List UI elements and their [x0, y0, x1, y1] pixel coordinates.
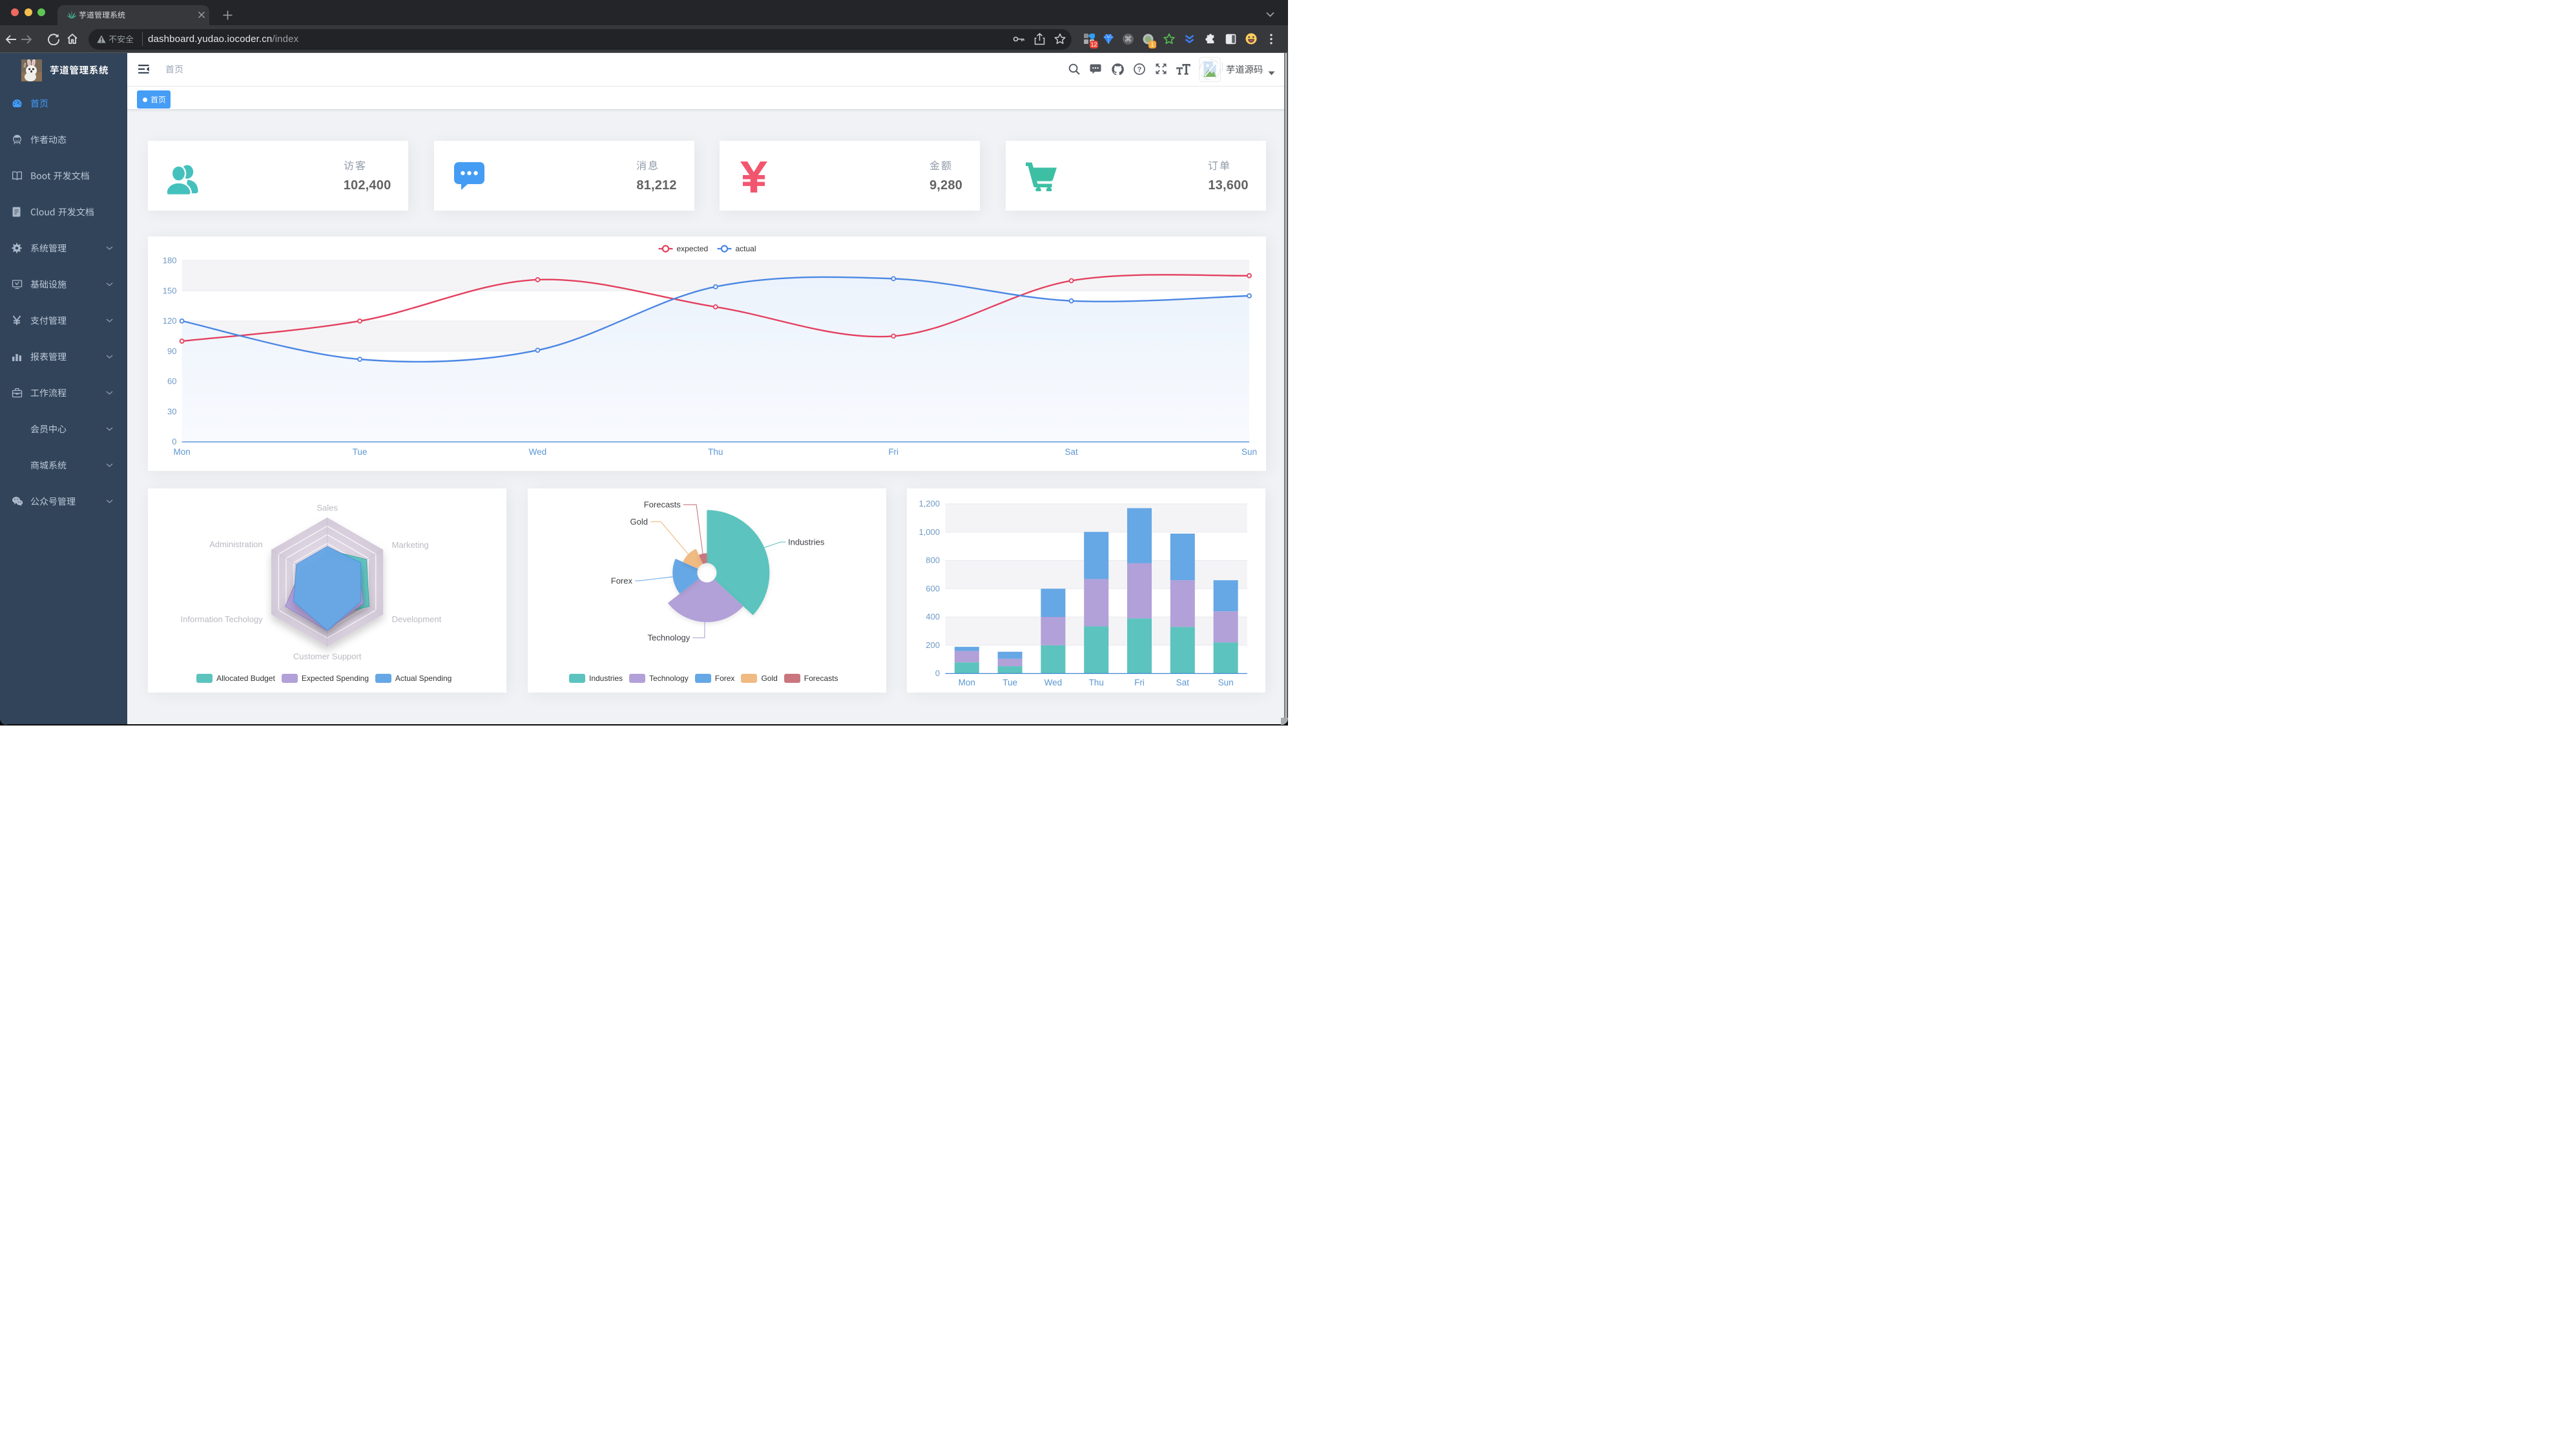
- svg-text:Customer Support: Customer Support: [293, 651, 362, 661]
- svg-text:1,000: 1,000: [919, 527, 940, 537]
- svg-text:Thu: Thu: [1089, 678, 1104, 687]
- svg-text:400: 400: [926, 612, 940, 621]
- svg-text:Thu: Thu: [708, 447, 723, 457]
- svg-text:Wed: Wed: [529, 447, 547, 457]
- svg-text:expected: expected: [677, 244, 709, 253]
- svg-text:Marketing: Marketing: [392, 540, 429, 550]
- svg-text:Fri: Fri: [888, 447, 898, 457]
- svg-text:Sales: Sales: [317, 503, 338, 512]
- svg-text:0: 0: [172, 437, 176, 446]
- svg-text:Development: Development: [392, 614, 442, 624]
- svg-text:Mon: Mon: [173, 447, 190, 457]
- svg-text:90: 90: [167, 346, 176, 356]
- svg-text:Tue: Tue: [353, 447, 368, 457]
- svg-text:800: 800: [926, 556, 940, 565]
- svg-text:Wed: Wed: [1044, 678, 1063, 687]
- svg-text:180: 180: [163, 256, 177, 266]
- svg-text:⌘: ⌘: [1125, 36, 1132, 44]
- svg-text:Sun: Sun: [1218, 678, 1234, 687]
- svg-text:actual: actual: [736, 244, 756, 253]
- svg-text:Mon: Mon: [959, 678, 975, 687]
- svg-text:30: 30: [167, 406, 176, 416]
- svg-text:Gold: Gold: [630, 517, 647, 527]
- svg-text:Forecasts: Forecasts: [643, 500, 681, 510]
- svg-text:0: 0: [935, 669, 940, 678]
- svg-text:600: 600: [926, 583, 940, 593]
- svg-text:Information Techology: Information Techology: [181, 614, 263, 624]
- svg-text:Industries: Industries: [788, 537, 825, 547]
- svg-text:Administration: Administration: [209, 539, 262, 549]
- svg-text:200: 200: [926, 640, 940, 650]
- svg-text:120: 120: [163, 316, 177, 326]
- svg-text:Tue: Tue: [1002, 678, 1017, 687]
- svg-text:1,200: 1,200: [919, 499, 940, 508]
- svg-text:150: 150: [163, 286, 177, 295]
- svg-text:Sat: Sat: [1065, 447, 1078, 457]
- svg-text:Sun: Sun: [1241, 447, 1257, 457]
- svg-text:?: ?: [1137, 66, 1142, 74]
- svg-text:Sat: Sat: [1176, 678, 1190, 687]
- svg-text:60: 60: [167, 377, 176, 386]
- svg-text:Forex: Forex: [610, 576, 632, 585]
- svg-text:Fri: Fri: [1134, 678, 1145, 687]
- svg-text:Technology: Technology: [647, 633, 690, 643]
